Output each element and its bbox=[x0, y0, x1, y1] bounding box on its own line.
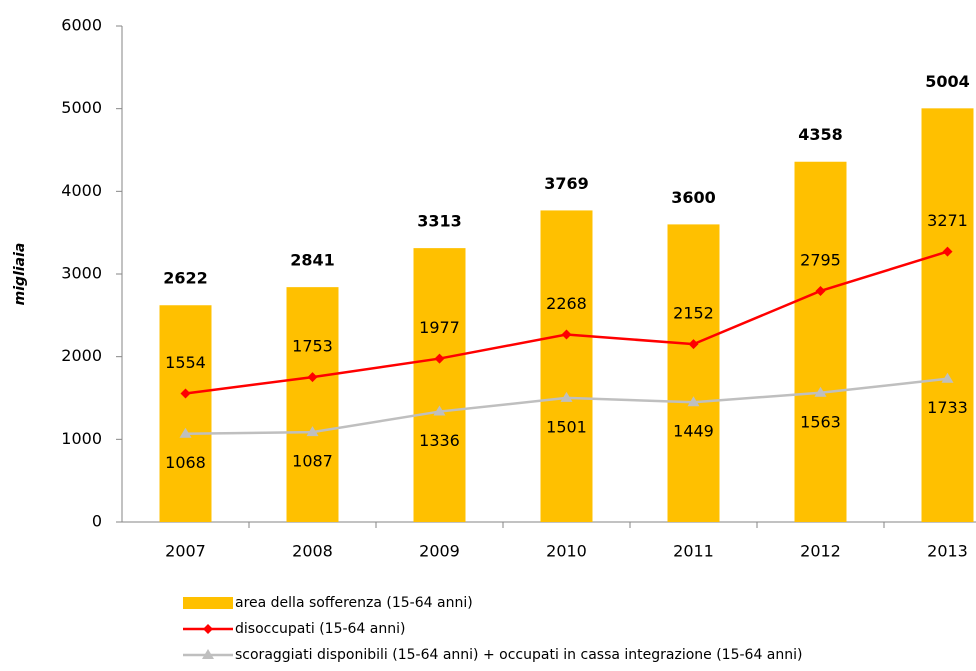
legend-label: scoraggiati disponibili (15-64 anni) + o… bbox=[235, 647, 803, 663]
line-marker bbox=[307, 372, 318, 383]
bar-value-label: 3769 bbox=[544, 174, 589, 193]
y-axis-label: migliaia bbox=[12, 243, 28, 306]
line-value-label: 1068 bbox=[165, 453, 206, 472]
line-marker bbox=[561, 329, 572, 340]
line-marker bbox=[180, 388, 191, 399]
line-value-label: 1449 bbox=[673, 422, 714, 441]
line-value-label: 1733 bbox=[927, 398, 968, 417]
y-tick-label: 5000 bbox=[61, 98, 102, 117]
line-value-label: 3271 bbox=[927, 211, 968, 230]
bar-value-label: 4358 bbox=[798, 125, 843, 144]
y-tick-label: 3000 bbox=[61, 264, 102, 283]
y-tick-label: 0 bbox=[92, 512, 102, 531]
line-marker bbox=[814, 386, 827, 397]
line-marker bbox=[687, 396, 700, 407]
line-marker bbox=[560, 391, 573, 402]
line-value-label: 1501 bbox=[546, 417, 587, 436]
line-marker bbox=[942, 246, 953, 257]
x-tick-label: 2013 bbox=[927, 542, 968, 561]
x-tick-label: 2010 bbox=[546, 542, 587, 561]
legend-label: disoccupati (15-64 anni) bbox=[235, 621, 405, 637]
x-tick-label: 2011 bbox=[673, 542, 714, 561]
bar bbox=[159, 305, 212, 522]
bar-value-label: 3600 bbox=[671, 188, 716, 207]
line-value-label: 2795 bbox=[800, 250, 841, 269]
bar-value-label: 5004 bbox=[925, 72, 970, 91]
x-tick-label: 2012 bbox=[800, 542, 841, 561]
bar-value-label: 3313 bbox=[417, 212, 462, 231]
line-value-label: 1554 bbox=[165, 353, 206, 372]
line-marker bbox=[306, 426, 319, 437]
line-marker bbox=[688, 339, 699, 350]
legend-marker bbox=[203, 624, 213, 634]
line-value-label: 1563 bbox=[800, 412, 841, 431]
line-marker bbox=[815, 285, 826, 296]
line-marker bbox=[434, 353, 445, 364]
line-marker bbox=[433, 405, 446, 416]
line-value-label: 1336 bbox=[419, 431, 460, 450]
bar bbox=[413, 248, 466, 522]
line-value-label: 1977 bbox=[419, 318, 460, 337]
bar bbox=[794, 161, 847, 523]
bar bbox=[286, 287, 339, 522]
line-value-label: 1753 bbox=[292, 337, 333, 356]
bar-value-label: 2841 bbox=[290, 251, 335, 270]
legend-label: area della sofferenza (15-64 anni) bbox=[235, 595, 473, 611]
bar bbox=[540, 210, 593, 523]
y-tick-label: 2000 bbox=[61, 346, 102, 365]
bar bbox=[921, 108, 974, 522]
x-tick-label: 2007 bbox=[165, 542, 206, 561]
x-tick-label: 2009 bbox=[419, 542, 460, 561]
bar-value-label: 2622 bbox=[163, 269, 208, 288]
legend-marker bbox=[202, 649, 214, 659]
line-value-label: 2152 bbox=[673, 304, 714, 323]
line-marker bbox=[179, 427, 192, 438]
legend-swatch bbox=[183, 597, 233, 609]
x-tick-label: 2008 bbox=[292, 542, 333, 561]
line-marker bbox=[941, 372, 954, 383]
line-value-label: 2268 bbox=[546, 294, 587, 313]
bar bbox=[667, 224, 720, 522]
y-tick-label: 6000 bbox=[61, 16, 102, 35]
y-tick-label: 4000 bbox=[61, 181, 102, 200]
line-value-label: 1087 bbox=[292, 452, 333, 471]
y-tick-label: 1000 bbox=[61, 429, 102, 448]
